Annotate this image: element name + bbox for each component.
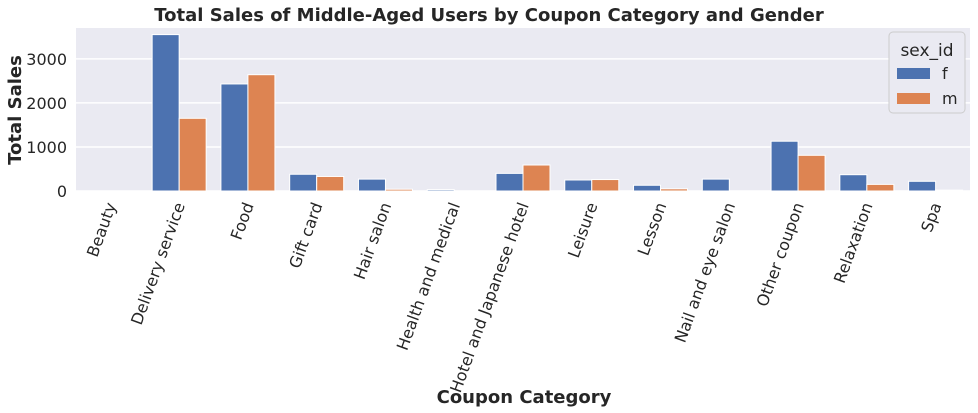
- x-axis-title: Coupon Category: [437, 387, 612, 408]
- bar-f-1: [151, 34, 180, 192]
- y-tick-label: 1000: [26, 138, 67, 157]
- x-tick-label: Delivery service: [127, 200, 189, 328]
- legend-swatch-m: [897, 93, 930, 104]
- bar-f-3: [289, 173, 318, 192]
- legend-label-m: m: [942, 89, 958, 108]
- x-tick-label: Gift card: [285, 200, 326, 271]
- bar-f-2: [220, 83, 249, 192]
- bar-f-6: [495, 172, 524, 192]
- x-tick-label: Health and medical: [393, 200, 464, 353]
- bar-m-10: [797, 154, 826, 192]
- chart-title: Total Sales of Middle-Aged Users by Coup…: [154, 5, 824, 26]
- bar-m-3: [316, 175, 345, 192]
- bar-f-12: [908, 180, 937, 192]
- y-tick-label: 3000: [26, 50, 67, 69]
- x-tick-label: Hair salon: [350, 200, 395, 282]
- bar-m-8: [660, 188, 689, 192]
- bar-f-11: [839, 174, 868, 192]
- x-tick-label: Other coupon: [753, 200, 808, 309]
- bar-f-4: [357, 178, 386, 192]
- x-tick-label: Beauty: [83, 200, 120, 260]
- bar-f-10: [770, 140, 799, 192]
- bar-m-12: [935, 189, 964, 192]
- legend-label-f: f: [942, 64, 948, 83]
- bar-f-7: [564, 179, 593, 192]
- y-axis-ticks: 0 1000 2000 3000: [26, 50, 67, 201]
- x-tick-label: Food: [227, 200, 258, 243]
- bar-f-9: [701, 178, 730, 192]
- bars: [151, 34, 964, 192]
- x-axis-ticks: Beauty Delivery service Food Gift card Hair …: [83, 200, 945, 395]
- legend-title: sex_id: [900, 41, 953, 61]
- bar-f-5: [426, 189, 455, 192]
- x-tick-label: Nail and eye salon: [671, 200, 739, 345]
- y-axis-title: Total Sales: [5, 55, 26, 165]
- y-tick-label: 2000: [26, 94, 67, 113]
- bar-m-4: [384, 188, 413, 192]
- y-tick-label: 0: [57, 182, 67, 201]
- x-tick-label: Hotel and Japanese hotel: [446, 200, 533, 395]
- x-tick-label: Relaxation: [830, 200, 877, 286]
- x-tick-label: Leisure: [564, 200, 602, 261]
- bar-m-6: [522, 164, 551, 192]
- legend: sex_id fm: [888, 31, 966, 114]
- x-tick-label: Lesson: [634, 200, 671, 258]
- bar-m-1: [178, 117, 207, 192]
- x-tick-label: Spa: [917, 200, 945, 235]
- bar-m-2: [247, 74, 276, 192]
- bar-m-11: [866, 183, 895, 192]
- legend-swatch-f: [897, 68, 930, 79]
- bar-m-7: [591, 179, 620, 192]
- bar-f-8: [633, 184, 662, 192]
